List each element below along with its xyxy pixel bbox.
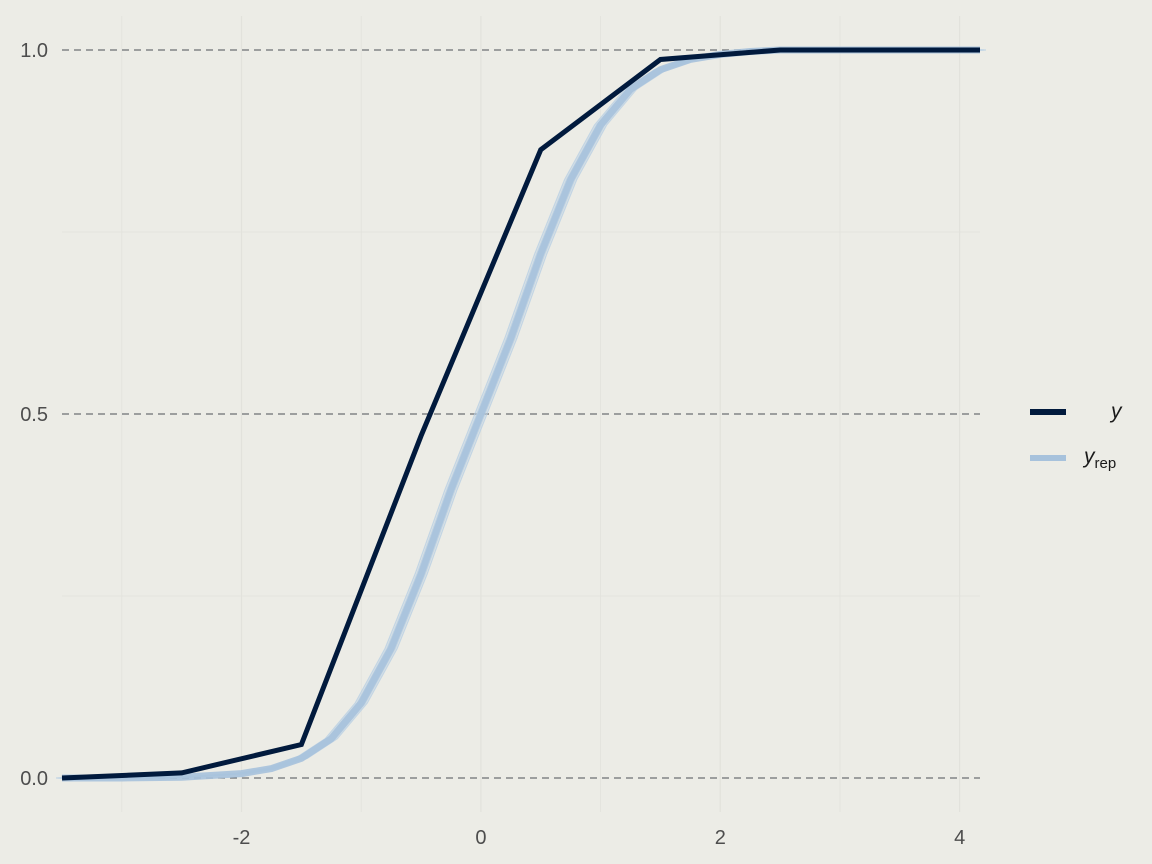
axis-labels: -2 0 2 4 0.0 0.5 1.0	[20, 40, 965, 849]
legend-label-yrep-main: y	[1082, 445, 1096, 468]
y-tick-label: 0.0	[20, 768, 48, 790]
series-layer	[56, 46, 986, 782]
x-tick-label: 0	[475, 827, 486, 849]
x-tick-label: 4	[954, 827, 965, 849]
x-tick-label: 2	[715, 827, 726, 849]
legend: y yrep	[1030, 400, 1123, 472]
series-line-y	[61, 47, 980, 781]
grid-layer	[62, 16, 980, 812]
legend-label-yrep: yrep	[1082, 445, 1116, 472]
y-tick-label: 1.0	[20, 40, 48, 62]
legend-label-y: y	[1109, 400, 1123, 423]
reference-lines	[62, 49, 980, 779]
legend-label-yrep-sub: rep	[1095, 455, 1117, 472]
y-tick-label: 0.5	[20, 404, 48, 426]
x-tick-label: -2	[233, 827, 251, 849]
